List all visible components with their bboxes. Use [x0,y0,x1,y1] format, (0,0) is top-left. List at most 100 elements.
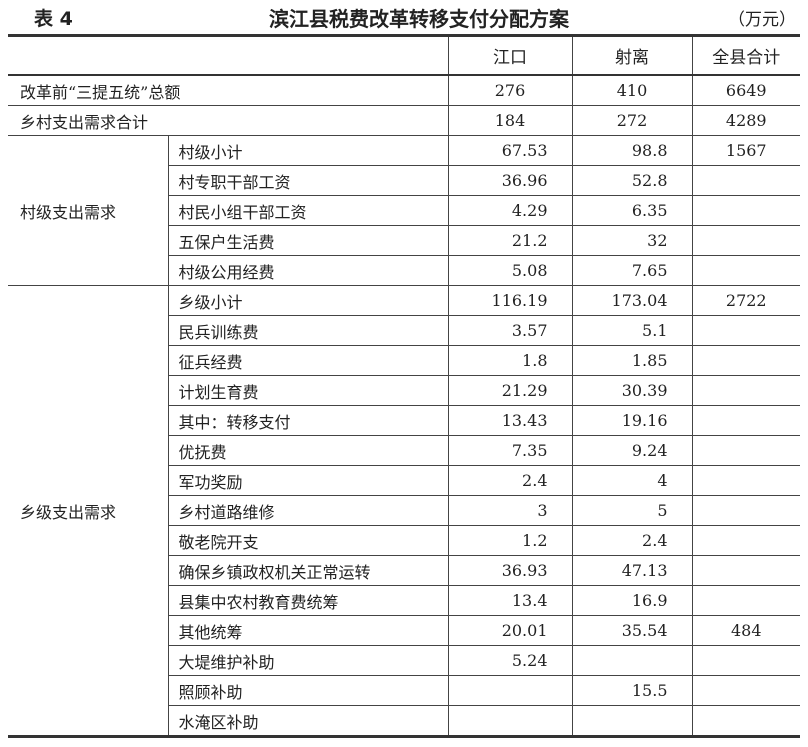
jiangkou-value: 20.01 [447,615,573,646]
sheli-value: 6.35 [571,195,693,226]
jiangkou-value: 1.8 [447,345,573,376]
jiangkou-value: 3.57 [447,315,573,346]
item-label: 村民小组干部工资 [168,195,449,226]
table-row: 水淹区补助 [8,705,800,737]
table-row: 乡级支出需求 乡级小计 116.19 173.04 2722 [8,285,800,737]
table-row: 县集中农村教育费统筹 13.4 16.9 [8,585,800,616]
item-label: 村级公用经费 [168,255,449,286]
allocation-table: 江口 射离 全县合计 改革前“三提五统”总额 276 410 6649 乡村支出需求合计… [8,34,800,738]
total-value [691,495,800,526]
total-value [691,555,800,586]
item-label: 敬老院开支 [168,525,449,556]
jiangkou-value: 13.4 [447,585,573,616]
sheli-value: 7.65 [571,255,693,286]
total-value [691,225,800,256]
jiangkou-value: 1.2 [447,525,573,556]
total-value: 1567 [691,135,800,166]
item-label: 水淹区补助 [168,705,449,737]
sheli-value: 9.24 [571,435,693,466]
sheli-value: 19.16 [571,405,693,436]
table-number: 表 4 [34,8,73,30]
row-label: 改革前“三提五统”总额 [8,74,449,106]
jiangkou-value: 3 [447,495,573,526]
jiangkou-value: 2.4 [447,465,573,496]
sheli-value: 1.85 [571,345,693,376]
total-value: 4289 [691,105,800,136]
sheli-value [571,705,693,737]
table-row: 照顾补助 15.5 [8,675,800,706]
table-title: 滨江县税费改革转移支付分配方案 [269,7,569,31]
jiangkou-value [447,675,573,706]
jiangkou-value: 13.43 [447,405,573,436]
jiangkou-value: 276 [447,74,573,106]
item-label: 其中：转移支付 [168,405,449,436]
sheli-value: 2.4 [571,525,693,556]
sheli-value: 32 [571,225,693,256]
total-value [691,375,800,406]
jiangkou-value: 21.2 [447,225,573,256]
group-label: 乡级支出需求 [8,285,169,737]
jiangkou-value: 7.35 [447,435,573,466]
sheli-value: 52.8 [571,165,693,196]
sheli-value: 272 [571,105,693,136]
table-unit: （万元） [728,10,796,30]
table-row: 敬老院开支 1.2 2.4 [8,525,800,556]
jiangkou-value: 116.19 [447,285,573,316]
total-value [691,645,800,676]
table-row: 村民小组干部工资 4.29 6.35 [8,195,800,226]
table-row: 村专职干部工资 36.96 52.8 [8,165,800,196]
sheli-value: 98.8 [571,135,693,166]
jiangkou-value: 67.53 [447,135,573,166]
header-sheli: 射离 [571,35,693,76]
total-value: 484 [691,615,800,646]
item-label: 村级小计 [167,135,449,166]
sheli-value: 30.39 [571,375,693,406]
sheli-value: 35.54 [571,615,693,646]
table-row: 村级支出需求 村级小计 67.53 98.8 1567 [8,135,800,286]
table-row: 征兵经费 1.8 1.85 [8,345,800,376]
sheli-value: 15.5 [571,675,693,706]
total-value [691,345,800,376]
item-label: 县集中农村教育费统筹 [168,585,449,616]
total-value [691,165,800,196]
item-label: 乡级小计 [167,285,449,316]
total-value: 2722 [691,285,800,316]
total-value [691,315,800,346]
jiangkou-value [447,705,573,737]
table-row: 村级公用经费 5.08 7.65 [8,255,800,286]
sheli-value: 5.1 [571,315,693,346]
item-label: 优抚费 [168,435,449,466]
total-value: 6649 [691,74,800,106]
item-label: 五保户生活费 [168,225,449,256]
header-total: 全县合计 [691,35,800,76]
sheli-value: 16.9 [571,585,693,616]
table-caption: 表 4 滨江县税费改革转移支付分配方案 （万元） [0,0,808,34]
table-row: 确保乡镇政权机关正常运转 36.93 47.13 [8,555,800,586]
table-row: 五保户生活费 21.2 32 [8,225,800,256]
sheli-value: 4 [571,465,693,496]
table-row: 改革前“三提五统”总额 276 410 6649 [8,74,800,106]
jiangkou-value: 4.29 [447,195,573,226]
jiangkou-value: 36.93 [447,555,573,586]
table-row: 其中：转移支付 13.43 19.16 [8,405,800,436]
item-label: 军功奖励 [168,465,449,496]
table-row: 其他统筹 20.01 35.54 484 [8,615,800,646]
sheli-value: 410 [571,74,693,106]
total-value [691,465,800,496]
sheli-value: 5 [571,495,693,526]
jiangkou-value: 5.24 [447,645,573,676]
header-blank [8,35,449,76]
total-value [691,255,800,286]
sheli-value: 47.13 [571,555,693,586]
table-row: 大堤维护补助 5.24 [8,645,800,676]
total-value [691,525,800,556]
total-value [691,705,800,737]
jiangkou-value: 5.08 [447,255,573,286]
header-row: 江口 射离 全县合计 [8,35,800,76]
item-label: 照顾补助 [168,675,449,706]
item-label: 计划生育费 [168,375,449,406]
item-label: 确保乡镇政权机关正常运转 [168,555,449,586]
item-label: 其他统筹 [168,615,449,646]
total-value [691,405,800,436]
item-label: 征兵经费 [168,345,449,376]
